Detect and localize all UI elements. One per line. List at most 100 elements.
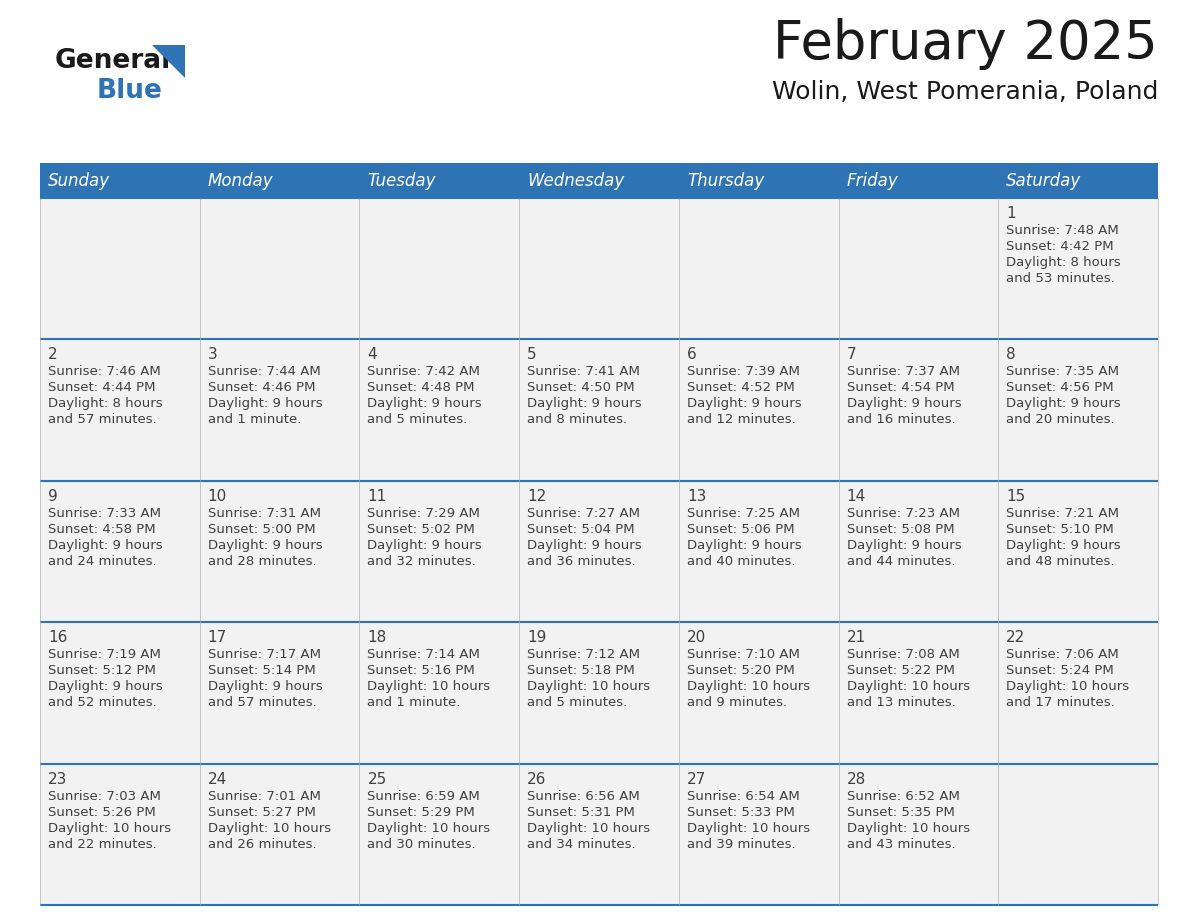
Text: 18: 18 (367, 630, 386, 645)
Text: 1: 1 (1006, 206, 1016, 221)
Text: and 52 minutes.: and 52 minutes. (48, 696, 157, 710)
Text: 6: 6 (687, 347, 696, 363)
Text: 20: 20 (687, 630, 706, 645)
Bar (360, 340, 519, 481)
Text: Sunset: 5:22 PM: Sunset: 5:22 PM (847, 665, 954, 677)
Polygon shape (152, 45, 185, 78)
Bar (360, 481, 519, 622)
Text: Sunset: 4:56 PM: Sunset: 4:56 PM (1006, 381, 1114, 395)
Text: Sunrise: 7:31 AM: Sunrise: 7:31 AM (208, 507, 321, 520)
Text: Daylight: 9 hours: Daylight: 9 hours (847, 539, 961, 552)
Text: Sunset: 4:50 PM: Sunset: 4:50 PM (527, 381, 634, 395)
Text: and 28 minutes.: and 28 minutes. (208, 554, 316, 568)
Text: Sunrise: 7:14 AM: Sunrise: 7:14 AM (367, 648, 480, 661)
Text: Friday: Friday (847, 172, 898, 189)
Text: Sunset: 4:44 PM: Sunset: 4:44 PM (48, 381, 156, 395)
Text: 15: 15 (1006, 488, 1025, 504)
Text: 24: 24 (208, 772, 227, 787)
Text: and 24 minutes.: and 24 minutes. (48, 554, 157, 568)
Text: Daylight: 10 hours: Daylight: 10 hours (527, 680, 650, 693)
Text: Sunrise: 7:42 AM: Sunrise: 7:42 AM (367, 365, 480, 378)
Text: Daylight: 10 hours: Daylight: 10 hours (527, 822, 650, 834)
Text: Blue: Blue (97, 78, 163, 104)
Text: Sunrise: 7:21 AM: Sunrise: 7:21 AM (1006, 507, 1119, 520)
Text: Sunrise: 7:17 AM: Sunrise: 7:17 AM (208, 648, 321, 661)
Text: and 5 minutes.: and 5 minutes. (367, 413, 468, 426)
Bar (678, 340, 839, 481)
Text: and 16 minutes.: and 16 minutes. (847, 413, 955, 426)
Bar (40, 198, 200, 340)
Text: 22: 22 (1006, 630, 1025, 645)
Text: 28: 28 (847, 772, 866, 787)
Text: and 20 minutes.: and 20 minutes. (1006, 413, 1114, 426)
Text: 23: 23 (48, 772, 68, 787)
Bar (360, 198, 519, 340)
Text: Daylight: 9 hours: Daylight: 9 hours (527, 539, 642, 552)
Text: Sunrise: 7:33 AM: Sunrise: 7:33 AM (48, 507, 162, 520)
Bar (360, 622, 519, 764)
Text: Sunrise: 6:56 AM: Sunrise: 6:56 AM (527, 789, 640, 802)
Text: Daylight: 9 hours: Daylight: 9 hours (48, 539, 163, 552)
Bar (40, 340, 200, 481)
Text: Daylight: 10 hours: Daylight: 10 hours (367, 822, 491, 834)
Text: Tuesday: Tuesday (367, 172, 436, 189)
Text: Sunset: 5:26 PM: Sunset: 5:26 PM (48, 806, 156, 819)
Text: and 30 minutes.: and 30 minutes. (367, 837, 476, 851)
Text: Sunset: 5:29 PM: Sunset: 5:29 PM (367, 806, 475, 819)
Bar (839, 340, 998, 481)
Text: Sunset: 5:12 PM: Sunset: 5:12 PM (48, 665, 156, 677)
Text: 8: 8 (1006, 347, 1016, 363)
Bar (998, 764, 1158, 905)
Text: Sunday: Sunday (48, 172, 110, 189)
Text: Daylight: 9 hours: Daylight: 9 hours (208, 680, 322, 693)
Text: General: General (55, 48, 171, 74)
Bar (678, 481, 839, 622)
Text: Sunset: 4:54 PM: Sunset: 4:54 PM (847, 381, 954, 395)
Text: Monday: Monday (208, 172, 273, 189)
Text: Daylight: 9 hours: Daylight: 9 hours (1006, 397, 1121, 410)
Text: Daylight: 9 hours: Daylight: 9 hours (847, 397, 961, 410)
Bar (678, 622, 839, 764)
Text: and 36 minutes.: and 36 minutes. (527, 554, 636, 568)
Text: Sunset: 5:27 PM: Sunset: 5:27 PM (208, 806, 316, 819)
Text: and 44 minutes.: and 44 minutes. (847, 554, 955, 568)
Text: 14: 14 (847, 488, 866, 504)
Text: Sunrise: 7:06 AM: Sunrise: 7:06 AM (1006, 648, 1119, 661)
Text: 19: 19 (527, 630, 546, 645)
Text: Sunset: 4:52 PM: Sunset: 4:52 PM (687, 381, 795, 395)
Text: February 2025: February 2025 (773, 18, 1158, 70)
Text: Daylight: 9 hours: Daylight: 9 hours (367, 397, 482, 410)
Text: Daylight: 9 hours: Daylight: 9 hours (687, 539, 802, 552)
Text: 5: 5 (527, 347, 537, 363)
Text: Sunrise: 7:44 AM: Sunrise: 7:44 AM (208, 365, 321, 378)
Text: Sunset: 4:48 PM: Sunset: 4:48 PM (367, 381, 475, 395)
Bar (200, 198, 360, 340)
Text: 17: 17 (208, 630, 227, 645)
Text: Daylight: 9 hours: Daylight: 9 hours (208, 539, 322, 552)
Text: and 1 minute.: and 1 minute. (208, 413, 301, 426)
Text: Daylight: 10 hours: Daylight: 10 hours (847, 822, 969, 834)
Text: Sunrise: 7:10 AM: Sunrise: 7:10 AM (687, 648, 800, 661)
Text: and 13 minutes.: and 13 minutes. (847, 696, 955, 710)
Bar (200, 340, 360, 481)
Bar (40, 764, 200, 905)
Text: Sunset: 5:02 PM: Sunset: 5:02 PM (367, 522, 475, 536)
Text: Sunrise: 7:35 AM: Sunrise: 7:35 AM (1006, 365, 1119, 378)
Text: and 8 minutes.: and 8 minutes. (527, 413, 627, 426)
Text: and 48 minutes.: and 48 minutes. (1006, 554, 1114, 568)
Text: and 57 minutes.: and 57 minutes. (48, 413, 157, 426)
Text: Sunset: 5:10 PM: Sunset: 5:10 PM (1006, 522, 1114, 536)
Bar (519, 340, 678, 481)
Text: 7: 7 (847, 347, 857, 363)
Text: Sunrise: 7:08 AM: Sunrise: 7:08 AM (847, 648, 960, 661)
Text: Sunrise: 6:54 AM: Sunrise: 6:54 AM (687, 789, 800, 802)
Text: and 57 minutes.: and 57 minutes. (208, 696, 316, 710)
Bar (519, 198, 678, 340)
Text: and 26 minutes.: and 26 minutes. (208, 837, 316, 851)
Bar (839, 198, 998, 340)
Text: and 34 minutes.: and 34 minutes. (527, 837, 636, 851)
Text: Sunrise: 6:59 AM: Sunrise: 6:59 AM (367, 789, 480, 802)
Text: Sunrise: 7:25 AM: Sunrise: 7:25 AM (687, 507, 800, 520)
Bar (998, 198, 1158, 340)
Text: Sunset: 5:00 PM: Sunset: 5:00 PM (208, 522, 315, 536)
